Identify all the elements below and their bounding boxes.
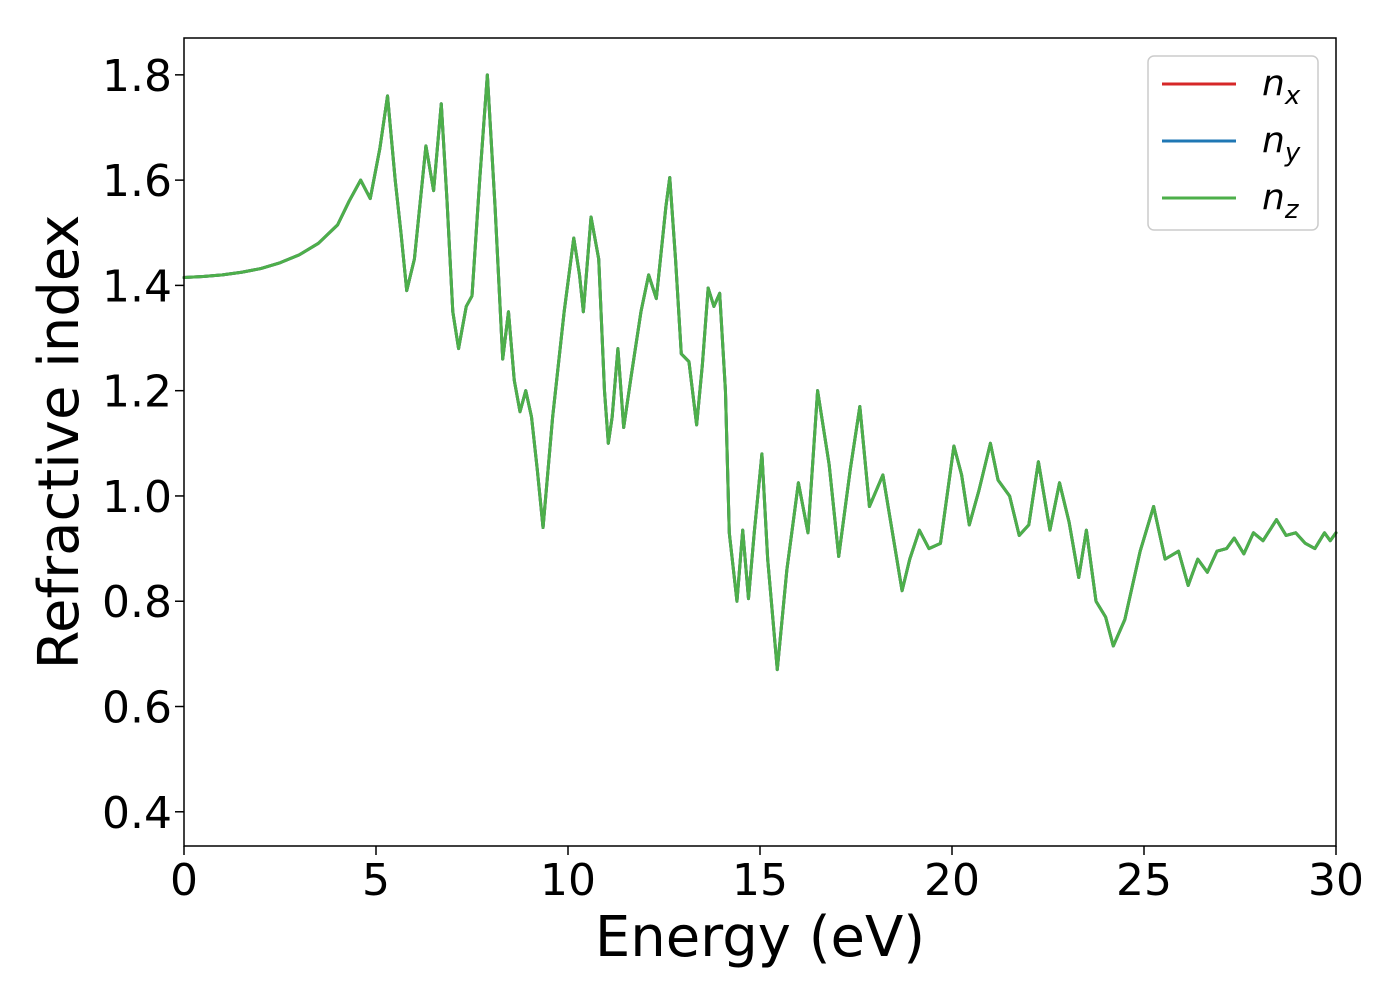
y-tick-label: 1.4 [102, 261, 172, 312]
x-axis-ticks: 0 5 10 15 20 25 30 [170, 846, 1364, 906]
y-axis-ticks: 0.4 0.6 0.8 1.0 1.2 1.4 1.6 1.8 [102, 51, 184, 839]
y-tick-label: 0.8 [102, 577, 172, 628]
x-tick-label: 5 [362, 855, 390, 906]
y-tick-label: 1.6 [102, 156, 172, 207]
y-tick-label: 0.4 [102, 788, 172, 839]
series-line-nz [182, 73, 1338, 672]
x-tick-label: 25 [1116, 855, 1172, 906]
series-lines [182, 73, 1338, 672]
y-axis-title: Refractive index [27, 215, 92, 670]
legend-label-ny: ny [1262, 120, 1301, 168]
x-tick-label: 20 [924, 855, 980, 906]
y-tick-label: 1.0 [102, 472, 172, 523]
legend-box [1147, 55, 1319, 231]
x-tick-label: 15 [732, 855, 788, 906]
y-tick-label: 1.2 [102, 367, 172, 418]
y-tick-label: 1.8 [102, 51, 172, 102]
plot-frame [183, 37, 1337, 847]
y-tick-label: 0.6 [102, 683, 172, 734]
x-tick-label: 30 [1308, 855, 1364, 906]
x-axis-title: Energy (eV) [595, 905, 925, 970]
x-tick-label: 10 [540, 855, 596, 906]
x-tick-label: 0 [170, 855, 198, 906]
